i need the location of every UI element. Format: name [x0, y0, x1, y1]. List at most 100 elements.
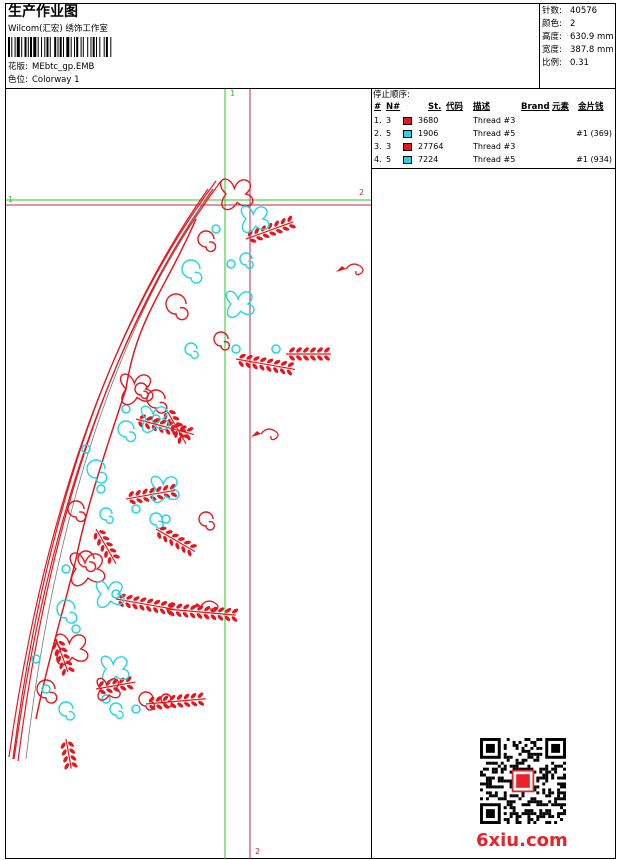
row-sequin: #1 (934) — [576, 155, 612, 164]
cyan-curl — [161, 514, 171, 524]
cyan-curl — [231, 344, 241, 354]
swirl-motif — [77, 550, 97, 573]
stitches-label: 针数: — [542, 6, 562, 16]
row-index: 3. — [374, 142, 382, 151]
thread-color-swatch — [403, 143, 412, 151]
swirl-motif — [213, 331, 231, 351]
scale-label: 比例: — [542, 58, 562, 68]
company-name: Wilcom(汇宏) 绣饰工作室 — [8, 24, 108, 34]
flower-blossom — [150, 475, 180, 504]
col-code-header: 代码 — [446, 102, 464, 112]
swirl-motif — [198, 511, 216, 531]
swirl-motif — [239, 252, 254, 270]
swirl-motif — [86, 459, 108, 484]
swirl-motif — [58, 701, 76, 721]
inner-border-arc — [25, 198, 207, 760]
flower-blossom — [140, 405, 170, 434]
leaf-frond — [93, 528, 120, 564]
swirl-motif — [56, 599, 78, 624]
col-element-header: 元素 — [552, 102, 570, 112]
stop-sequence-title: 停止顺序: — [373, 90, 410, 100]
row-stitches: 7224 — [418, 155, 439, 164]
border-arc — [12, 188, 209, 760]
col-sequin-header: 金片钱 — [578, 102, 604, 112]
thread-color-swatch — [403, 117, 412, 125]
col-needle-header: N# — [386, 102, 401, 112]
col-index-header: # — [374, 102, 382, 112]
border-arc — [8, 180, 217, 758]
cyan-curl — [81, 444, 91, 454]
leaf-frond — [125, 483, 178, 505]
guide-label-vertical-1: 1 — [230, 89, 236, 98]
row-description: Thread #5 — [473, 155, 516, 164]
flower-blossom — [96, 677, 121, 701]
border-arc — [13, 180, 222, 760]
cyan-curl — [211, 224, 221, 234]
cyan-curl — [131, 504, 141, 514]
row-index: 4. — [374, 155, 382, 164]
barcode — [8, 37, 112, 57]
colorway-name: Colorway 1 — [32, 75, 80, 85]
row-stitches: 1906 — [418, 129, 439, 138]
small-sprig — [260, 428, 279, 441]
cyan-curl — [226, 259, 236, 269]
guide-label-horizontal-1: 1 — [8, 195, 14, 204]
page-title: 生产作业图 — [8, 4, 78, 20]
swirl-motif — [160, 693, 173, 708]
width-label: 宽度: — [542, 45, 562, 55]
leaf-frond — [235, 353, 296, 376]
flower-blossom — [240, 205, 270, 234]
swirl-motif — [149, 512, 164, 530]
row-needle: 5 — [386, 155, 392, 164]
col-stitches-header: St. — [428, 102, 442, 112]
row-stitches: 3680 — [418, 116, 439, 125]
small-sprig — [345, 263, 364, 276]
width-value: 387.8 mm — [570, 45, 614, 55]
cyan-curl — [131, 704, 141, 714]
leaf-frond — [155, 526, 197, 557]
cyan-curl — [31, 654, 41, 664]
guide-label-vertical-2: 2 — [255, 847, 261, 856]
thread-color-swatch — [403, 130, 412, 138]
col-brand-header: Brand — [521, 102, 550, 112]
embroidery-design-canvas — [6, 89, 371, 859]
swirl-motif — [117, 420, 137, 443]
row-needle: 3 — [386, 116, 392, 125]
stop-sequence-panel — [371, 88, 616, 859]
height-value: 630.9 mm — [570, 32, 614, 42]
swirl-motif — [138, 691, 156, 711]
cyan-curl — [41, 684, 51, 694]
swirl-motif — [67, 500, 87, 523]
row-index: 1. — [374, 116, 382, 125]
row-description: Thread #3 — [473, 116, 516, 125]
row-description: Thread #5 — [473, 129, 516, 138]
flower-blossom — [219, 178, 254, 211]
flower-blossom — [54, 633, 89, 666]
scale-value: 0.31 — [570, 58, 589, 68]
row-needle: 5 — [386, 129, 392, 138]
cyan-curl — [121, 404, 131, 414]
swirl-motif — [184, 342, 199, 360]
leaf-frond — [145, 692, 206, 710]
stitches-value: 40576 — [570, 6, 598, 16]
cyan-curl — [271, 344, 281, 354]
small-sprig — [200, 600, 219, 613]
design-file-label: 花版: — [8, 62, 28, 72]
small-sprig-leaf — [336, 266, 346, 272]
cyan-curl — [71, 624, 81, 634]
leaf-frond — [286, 347, 331, 361]
flower-blossom — [69, 552, 106, 587]
col-description-header: 描述 — [473, 102, 491, 112]
colors-value: 2 — [570, 19, 576, 29]
small-sprig-leaf — [251, 431, 261, 437]
design-file-name: MEbtc_gp.EMB — [32, 62, 95, 72]
flower-blossom — [225, 290, 255, 319]
small-sprig-leaf — [191, 603, 201, 609]
qr-code — [480, 738, 566, 824]
leaf-frond — [60, 738, 78, 770]
thread-color-swatch — [403, 156, 412, 164]
table-divider — [371, 168, 616, 169]
swirl-motif — [99, 507, 114, 525]
swirl-motif — [109, 702, 124, 720]
row-sequin: #1 (369) — [576, 129, 612, 138]
